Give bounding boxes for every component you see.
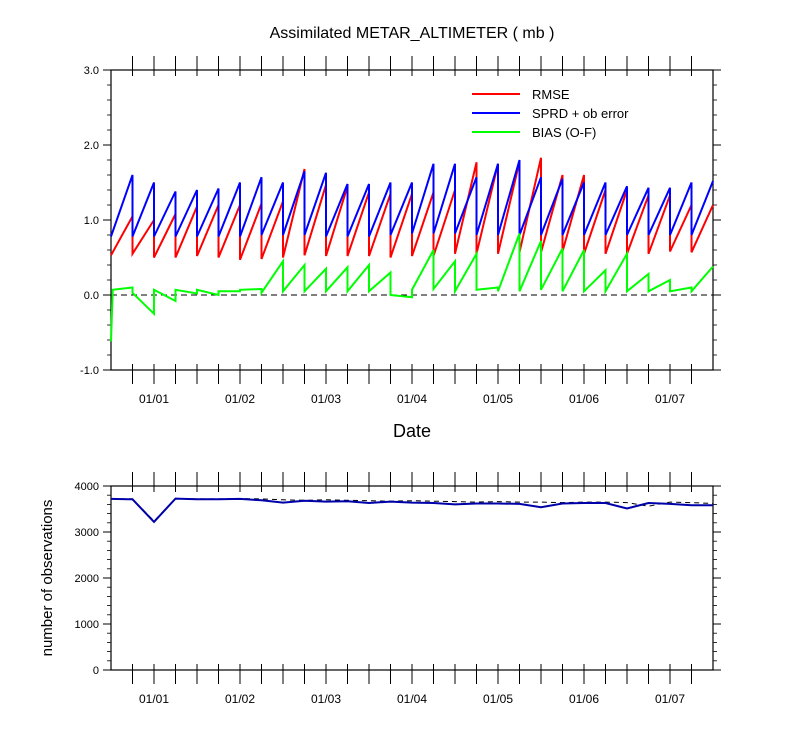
bottom-xtick-label: 01/06 [569, 692, 599, 706]
top-xtick-label: 01/01 [139, 392, 169, 406]
top-ytick-label: 1.0 [84, 215, 99, 227]
top-xtick-label: 01/07 [655, 392, 685, 406]
top-series-sprd-ob-error [110, 159, 714, 237]
x-axis-label: Date [393, 421, 431, 441]
top-ytick-label: 0.0 [84, 290, 99, 302]
bottom-ytick-label: 1000 [75, 619, 99, 631]
bottom-ytick-label: 4000 [75, 481, 99, 493]
top-xtick-label: 01/05 [483, 392, 513, 406]
bottom-xtick-label: 01/02 [225, 692, 255, 706]
chart-title: Assimilated METAR_ALTIMETER ( mb ) [270, 25, 555, 42]
top-ytick-label: 3.0 [84, 65, 99, 77]
top-xtick-label: 01/02 [225, 392, 255, 406]
observations-panel: 0 1000 2000 3000 4000 01/01 01/02 01/03 01/04 01/… [75, 472, 721, 706]
legend-label: RMSE [532, 87, 570, 102]
bottom-xtick-label: 01/05 [483, 692, 513, 706]
legend-label: SPRD + ob error [532, 106, 629, 121]
bottom-xtick-label: 01/01 [139, 692, 169, 706]
top-series-bias-o-f [110, 233, 714, 342]
obs-y-axis-label: number of observations [39, 500, 56, 657]
top-xtick-label: 01/06 [569, 392, 599, 406]
bottom-ytick-label: 0 [93, 665, 99, 677]
top-xtick-label: 01/03 [311, 392, 341, 406]
top-xtick-label: 01/04 [397, 392, 427, 406]
bottom-xtick-label: 01/03 [311, 692, 341, 706]
bottom-ytick-label: 3000 [75, 527, 99, 539]
bottom-xtick-label: 01/04 [397, 692, 427, 706]
top-ytick-label: 2.0 [84, 140, 99, 152]
bottom-xtick-label: 01/07 [655, 692, 685, 706]
bottom-ytick-label: 2000 [75, 573, 99, 585]
bottom-plot-frame [110, 485, 714, 671]
top-ytick-label: -1.0 [80, 365, 99, 377]
legend-label: BIAS (O-F) [532, 125, 596, 140]
metrics-panel: -1.0 0.0 1.0 2.0 3.0 01/01 01/02 01/03 01/04 01/0… [80, 56, 721, 406]
bottom-series-obs-used [110, 497, 713, 524]
